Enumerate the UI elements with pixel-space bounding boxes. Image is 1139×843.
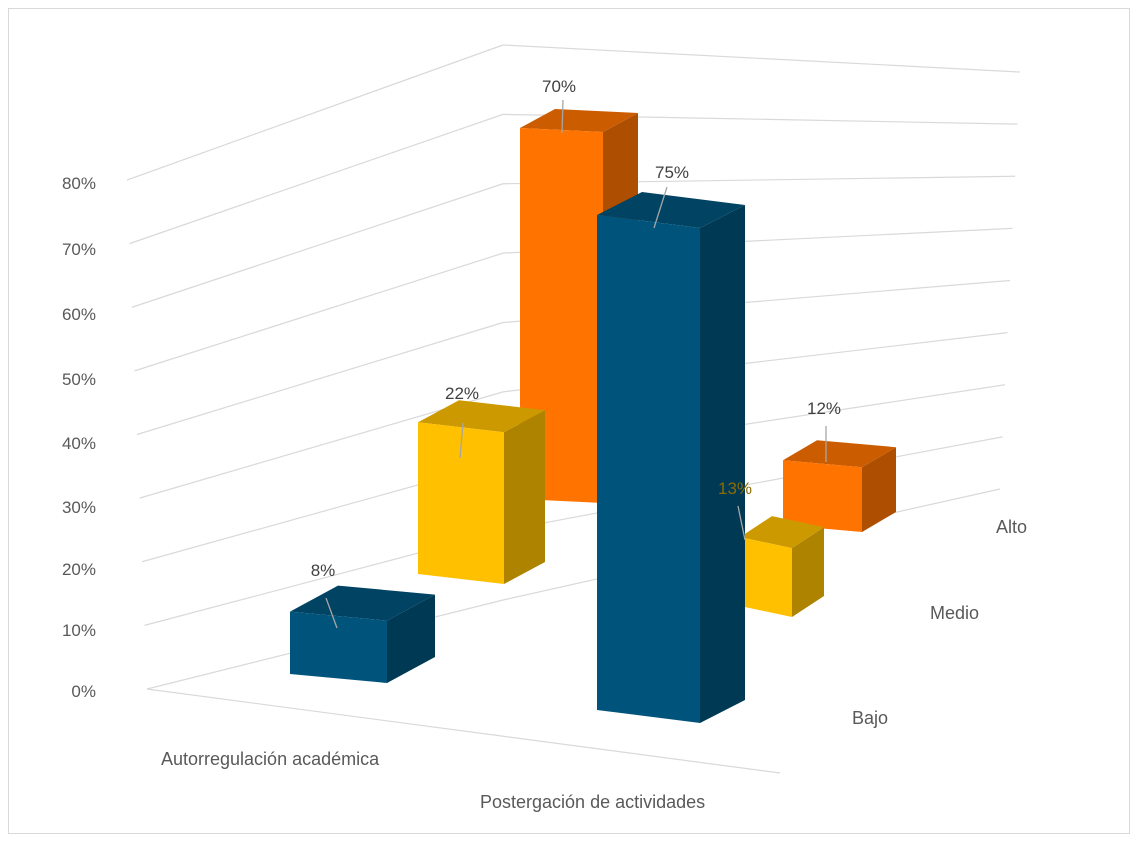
bar-bajo-autorregulacion-side bbox=[387, 594, 435, 683]
gridline-left-wall bbox=[129, 113, 504, 245]
data-label-leader bbox=[459, 422, 464, 459]
data-label-leader bbox=[561, 99, 564, 134]
bar-medio-autorregulacion bbox=[418, 400, 545, 584]
y-tick-label: 60% bbox=[62, 305, 96, 324]
data-label-alto-postergacion: 12% bbox=[807, 399, 841, 418]
data-label-medio-autorregulacion: 22% bbox=[445, 384, 479, 403]
bar-alto-autorregulacion-top bbox=[520, 109, 638, 132]
y-tick-label: 30% bbox=[62, 498, 96, 517]
bar-alto-postergacion-front bbox=[783, 460, 862, 532]
bar-bajo-postergacion-front bbox=[597, 215, 700, 723]
data-label-bajo-postergacion: 75% bbox=[655, 163, 689, 182]
gridline-left-wall bbox=[131, 183, 504, 308]
y-tick-label: 10% bbox=[62, 621, 96, 640]
bar-bajo-autorregulacion bbox=[290, 585, 435, 683]
depth-series-label-alto: Alto bbox=[996, 517, 1027, 537]
bar-bajo-autorregulacion-front bbox=[290, 611, 387, 683]
bar-medio-autorregulacion-front bbox=[418, 422, 504, 584]
bar-medio-postergacion-front bbox=[740, 537, 792, 617]
y-tick-label: 50% bbox=[62, 370, 96, 389]
bar-medio-autorregulacion-side bbox=[504, 410, 545, 584]
y-tick-label: 40% bbox=[62, 434, 96, 453]
bar-alto-postergacion-top bbox=[783, 440, 896, 468]
data-label-medio-postergacion: 13% bbox=[718, 479, 752, 498]
bar-bajo-postergacion-side bbox=[700, 205, 745, 723]
y-tick-label: 80% bbox=[62, 174, 96, 193]
x-category-label: Autorregulación académica bbox=[161, 749, 380, 769]
data-label-leader bbox=[325, 597, 338, 629]
y-axis: 0% 10% 20% 30% 40% 50% 60% 70% 80% bbox=[62, 174, 96, 701]
bar-bajo-postergacion bbox=[597, 192, 745, 723]
depth-series-label-medio: Medio bbox=[930, 603, 979, 623]
y-tick-label: 20% bbox=[62, 560, 96, 579]
bar-bajo-postergacion-top bbox=[597, 192, 745, 228]
bar-alto-autorregulacion-front bbox=[520, 128, 603, 503]
data-label-leader bbox=[737, 505, 746, 541]
gridline-left-wall bbox=[136, 321, 504, 436]
y-tick-label: 70% bbox=[62, 240, 96, 259]
bars bbox=[290, 99, 896, 723]
bar-bajo-autorregulacion-top bbox=[290, 585, 435, 621]
x-category-label: Postergación de actividades bbox=[480, 792, 705, 812]
floor-edge bbox=[146, 688, 781, 774]
bar-alto-postergacion-side bbox=[862, 447, 896, 532]
bar-alto-postergacion bbox=[783, 440, 896, 532]
y-tick-label: 0% bbox=[71, 682, 96, 701]
gridline-back-wall bbox=[502, 44, 1021, 73]
data-label-alto-autorregulacion: 70% bbox=[542, 77, 576, 96]
bar-medio-postergacion bbox=[740, 516, 824, 617]
axis-labels: Autorregulación académica Postergación d… bbox=[161, 517, 1027, 812]
gridline-back-wall bbox=[502, 436, 1003, 532]
bar-medio-autorregulacion-top bbox=[418, 400, 545, 433]
data-labels: 8% 22% 70% 75% 13% 12% bbox=[311, 77, 841, 580]
gridline-left-wall bbox=[126, 44, 504, 181]
depth-series-label-bajo: Bajo bbox=[852, 708, 888, 728]
bar-medio-postergacion-top bbox=[740, 516, 824, 549]
data-label-bajo-autorregulacion: 8% bbox=[311, 561, 336, 580]
data-label-leader bbox=[653, 186, 668, 229]
bar-medio-postergacion-side bbox=[792, 527, 824, 617]
gridline-left-wall bbox=[134, 252, 504, 372]
